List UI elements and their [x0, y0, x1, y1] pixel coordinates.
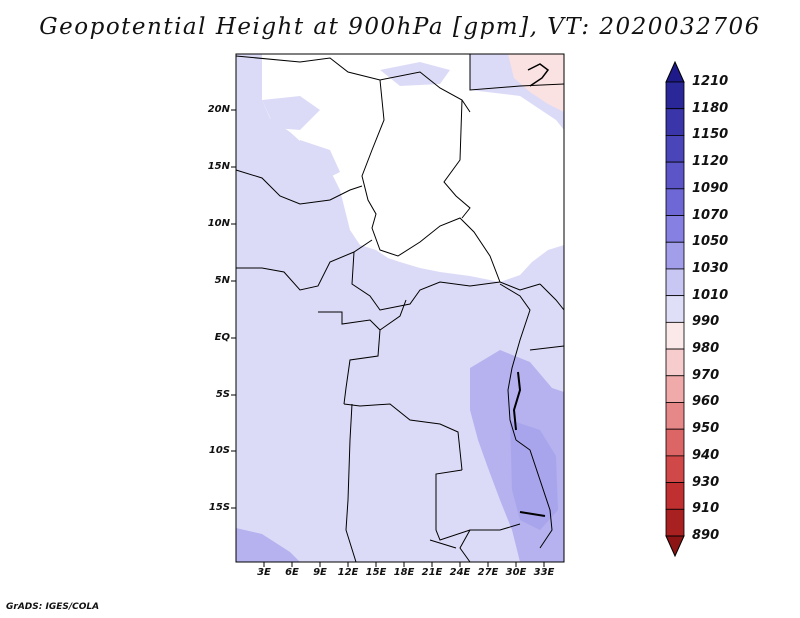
border-path: [499, 283, 531, 441]
lon-label: 6E: [285, 567, 299, 578]
colorbar-segment: [665, 402, 685, 430]
border-path: [459, 529, 471, 563]
colorbar-segment: [665, 455, 685, 483]
colorbar-level-label: 1180: [692, 100, 729, 116]
lake-path: [512, 371, 522, 431]
map-title: Geopotential Height at 900hPa [gpm], VT:…: [39, 14, 761, 40]
colorbar-level-label: 960: [692, 394, 720, 410]
colorbar-segment: [665, 482, 685, 510]
colorbar-level-label: 890: [692, 528, 720, 543]
colorbar-level-label: 1210: [692, 74, 729, 89]
colorbar-segments: [665, 60, 685, 558]
border-path: [529, 345, 565, 351]
lon-label: 30E: [505, 567, 527, 578]
colorbar-segment: [665, 295, 685, 323]
colorbar-level-label: 1070: [692, 207, 729, 223]
lat-label: 20N: [207, 104, 230, 115]
colorbar-level-label: 950: [692, 421, 720, 437]
colorbar-segment: [665, 135, 685, 163]
border-path: [345, 403, 357, 563]
lon-label: 27E: [477, 567, 499, 578]
colorbar-level-label: 1050: [692, 234, 729, 250]
fill-990-1010: [262, 54, 564, 282]
fill-1030-1050-sw: [236, 528, 300, 562]
fill-980-990: [508, 54, 564, 112]
colorbar-level-label: 1010: [692, 287, 729, 303]
lake-path: [519, 511, 546, 517]
lon-label: 24E: [449, 567, 471, 578]
colorbar-level-label: 980: [692, 341, 720, 357]
lat-label: 15S: [208, 502, 230, 513]
coast-path: [527, 63, 550, 87]
lon-label: 12E: [337, 567, 359, 578]
credit-text: GrADS: IGES/COLA: [6, 602, 100, 612]
colorbar-segment: [665, 268, 685, 297]
fill-patch-north-2: [300, 140, 340, 182]
border-path: [361, 79, 541, 291]
border-path: [429, 539, 457, 549]
colorbar-level-label: 940: [692, 447, 720, 463]
lat-label: 5N: [214, 275, 230, 286]
lon-label: 3E: [257, 567, 271, 578]
colorbar-segment: [665, 508, 685, 537]
border-path: [435, 469, 521, 541]
map-frame: [235, 53, 565, 563]
border-path: [379, 299, 407, 331]
lat-label: 15N: [207, 161, 230, 172]
colorbar-segment: [665, 348, 685, 377]
colorbar-level-label: 1120: [692, 154, 729, 170]
lat-label: 10S: [208, 445, 230, 456]
lat-label: 10N: [207, 218, 230, 229]
colorbar-level-label: 990: [692, 314, 720, 330]
lon-label: 21E: [421, 567, 443, 578]
colorbar-segment: [665, 215, 685, 243]
lon-label: 9E: [313, 567, 327, 578]
colorbar-level-label: 970: [692, 367, 720, 383]
fill-patch-north: [262, 96, 320, 130]
lon-label: 15E: [365, 567, 387, 578]
contour-fill: [236, 54, 564, 562]
fill-patch-north-3: [380, 62, 450, 86]
border-path: [235, 169, 363, 205]
lat-label: 5S: [215, 389, 230, 400]
colorbar-segment: [665, 188, 685, 216]
border-path: [343, 403, 463, 471]
colorbar-segment: [665, 241, 685, 270]
lon-label: 33E: [533, 567, 555, 578]
colorbar-segment: [665, 321, 685, 350]
colorbar-segment: [665, 81, 685, 110]
borders: [235, 54, 565, 563]
colorbar-level-label: 1030: [692, 260, 729, 276]
lon-label: 18E: [393, 567, 415, 578]
colorbar-segment: [665, 108, 685, 136]
colorbar-segment: [665, 428, 685, 457]
border-path: [539, 283, 565, 311]
axis-ticks: [231, 109, 545, 567]
colorbar-bottom-arrow: [665, 535, 685, 558]
colorbar-level-label: 910: [692, 501, 720, 517]
border-path: [351, 251, 501, 311]
border-path: [515, 439, 553, 549]
fill-1050-east: [510, 420, 558, 530]
colorbar-segment: [665, 161, 685, 190]
border-path: [236, 239, 373, 291]
lat-label: EQ: [214, 332, 230, 343]
border-path: [443, 99, 471, 219]
colorbar-level-label: 930: [692, 474, 720, 490]
colorbar-top-arrow: [665, 60, 685, 83]
colorbar-segment: [665, 375, 685, 403]
colorbar-level-label: 1090: [692, 180, 729, 196]
border-path: [469, 54, 565, 91]
colorbar-level-label: 1150: [692, 127, 729, 143]
